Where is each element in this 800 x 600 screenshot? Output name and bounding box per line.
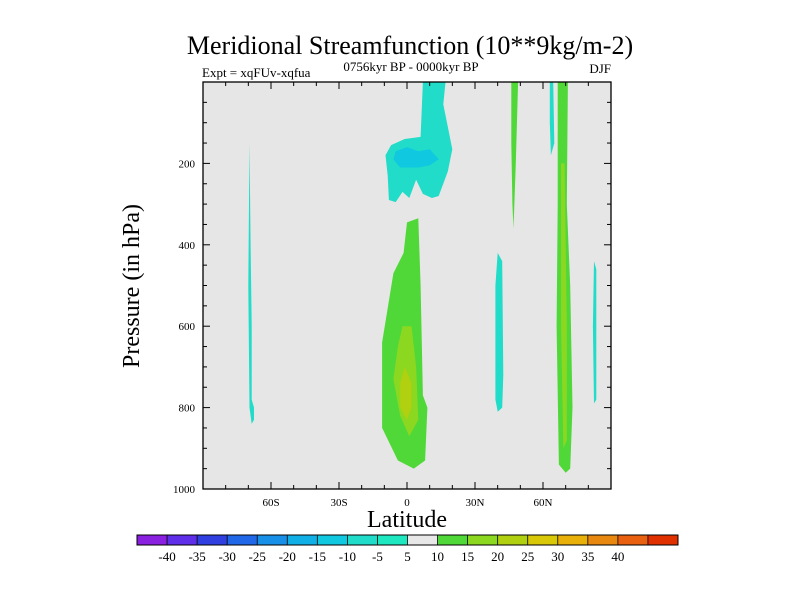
x-axis-ticks: 60S 30S 0 30N 60N <box>202 82 612 509</box>
y-axis-ticks: 200 400 600 800 1000 <box>173 81 611 496</box>
contour-tropical-lower-inner <box>400 366 412 420</box>
contour-north-subpolar-core <box>561 163 567 449</box>
contour-regions <box>248 82 597 473</box>
colorbar-swatch <box>197 535 228 545</box>
contour-north-narrow-negative <box>549 82 555 156</box>
colorbar-swatch <box>557 535 589 545</box>
colorbar-swatch <box>407 535 438 545</box>
colorbar-swatch <box>167 535 198 545</box>
colorbar-swatch <box>617 535 649 545</box>
chart-title: Meridional Streamfunction (10**9kg/m-2) <box>187 31 633 60</box>
colorbar-swatch <box>257 535 288 545</box>
colorbar-swatch <box>287 535 318 545</box>
colorbar-label: 5 <box>404 549 411 564</box>
colorbar-label: -5 <box>372 549 383 564</box>
colorbar-swatch <box>347 535 378 545</box>
colorbar-label: -20 <box>279 549 296 564</box>
colorbar-label: 30 <box>551 549 564 564</box>
x-tick-label: 60N <box>534 497 553 509</box>
colorbar-frame <box>136 534 679 546</box>
colorbar-swatch <box>647 535 679 545</box>
colorbar-label: -25 <box>249 549 266 564</box>
colorbar-label: 25 <box>521 549 534 564</box>
colorbar-label: -15 <box>309 549 326 564</box>
colorbar: -40 -35 -30 -25 -20 -15 -10 -5 5 10 15 20 25 30 35 40 <box>136 534 679 564</box>
x-tick-label: 30S <box>330 497 347 509</box>
colorbar-label: -40 <box>158 549 175 564</box>
colorbar-swatch <box>527 535 559 545</box>
colorbar-label: 35 <box>581 549 594 564</box>
x-tick-label: 60S <box>262 497 279 509</box>
experiment-label: Expt = xqFUv-xqfua <box>202 65 311 80</box>
colorbar-swatch <box>377 535 408 545</box>
colorbar-swatch <box>317 535 348 545</box>
contour-tropical-upper-negative <box>385 82 453 203</box>
colorbar-swatch <box>437 535 469 545</box>
y-axis-label: Pressure (in hPa) <box>119 204 145 368</box>
contour-south-polar-cell <box>248 143 254 424</box>
x-axis-label: Latitude <box>367 507 447 533</box>
colorbar-swatch <box>137 535 168 545</box>
colorbar-label: 40 <box>611 549 624 564</box>
colorbar-swatch <box>587 535 619 545</box>
x-tick-label: 0 <box>404 497 410 509</box>
x-tick-label: 30N <box>466 497 485 509</box>
period-subtitle: 0756kyr BP - 0000kyr BP <box>343 59 478 74</box>
contour-north-polar-negative <box>592 261 597 404</box>
y-tick-label: 200 <box>179 158 196 170</box>
contour-tropical-upper-core <box>393 147 439 168</box>
colorbar-swatch <box>227 535 258 545</box>
y-tick-label: 1000 <box>173 484 196 496</box>
y-tick-label: 800 <box>179 403 196 415</box>
colorbar-label: -35 <box>188 549 205 564</box>
colorbar-swatch <box>497 535 529 545</box>
colorbar-label: -10 <box>339 549 356 564</box>
colorbar-label: 10 <box>431 549 444 564</box>
y-tick-label: 600 <box>179 321 196 333</box>
season-label: DJF <box>589 61 611 76</box>
colorbar-label: 20 <box>491 549 504 564</box>
y-tick-label: 400 <box>179 240 196 252</box>
colorbar-swatch <box>467 535 499 545</box>
contour-north-narrow-positive <box>511 82 519 229</box>
colorbar-label: 15 <box>461 549 474 564</box>
contour-mid-north-negative <box>495 252 504 412</box>
colorbar-label: -30 <box>218 549 235 564</box>
